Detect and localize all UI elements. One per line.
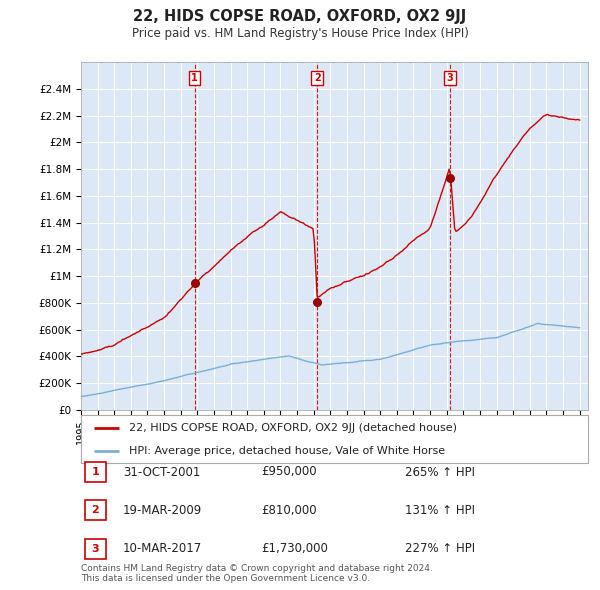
FancyBboxPatch shape — [85, 462, 106, 482]
Text: Price paid vs. HM Land Registry's House Price Index (HPI): Price paid vs. HM Land Registry's House … — [131, 27, 469, 40]
FancyBboxPatch shape — [81, 415, 588, 463]
Text: 10-MAR-2017: 10-MAR-2017 — [123, 542, 202, 555]
Text: 22, HIDS COPSE ROAD, OXFORD, OX2 9JJ (detached house): 22, HIDS COPSE ROAD, OXFORD, OX2 9JJ (de… — [129, 423, 457, 433]
Text: 19-MAR-2009: 19-MAR-2009 — [123, 504, 202, 517]
Text: 3: 3 — [446, 73, 453, 83]
Text: £950,000: £950,000 — [261, 466, 317, 478]
Text: Contains HM Land Registry data © Crown copyright and database right 2024.
This d: Contains HM Land Registry data © Crown c… — [81, 563, 433, 583]
Text: 1: 1 — [191, 73, 198, 83]
Bar — [194, 62, 317, 410]
Text: 227% ↑ HPI: 227% ↑ HPI — [405, 542, 475, 555]
Text: 22, HIDS COPSE ROAD, OXFORD, OX2 9JJ: 22, HIDS COPSE ROAD, OXFORD, OX2 9JJ — [133, 9, 467, 24]
Text: 1: 1 — [92, 467, 99, 477]
Text: £810,000: £810,000 — [261, 504, 317, 517]
Text: 131% ↑ HPI: 131% ↑ HPI — [405, 504, 475, 517]
Text: 31-OCT-2001: 31-OCT-2001 — [123, 466, 200, 478]
Text: 2: 2 — [92, 506, 99, 515]
Text: 265% ↑ HPI: 265% ↑ HPI — [405, 466, 475, 478]
Text: 2: 2 — [314, 73, 320, 83]
FancyBboxPatch shape — [85, 539, 106, 559]
Text: HPI: Average price, detached house, Vale of White Horse: HPI: Average price, detached house, Vale… — [129, 446, 445, 456]
Text: 3: 3 — [92, 544, 99, 553]
Text: £1,730,000: £1,730,000 — [261, 542, 328, 555]
Bar — [317, 62, 450, 410]
FancyBboxPatch shape — [85, 500, 106, 520]
